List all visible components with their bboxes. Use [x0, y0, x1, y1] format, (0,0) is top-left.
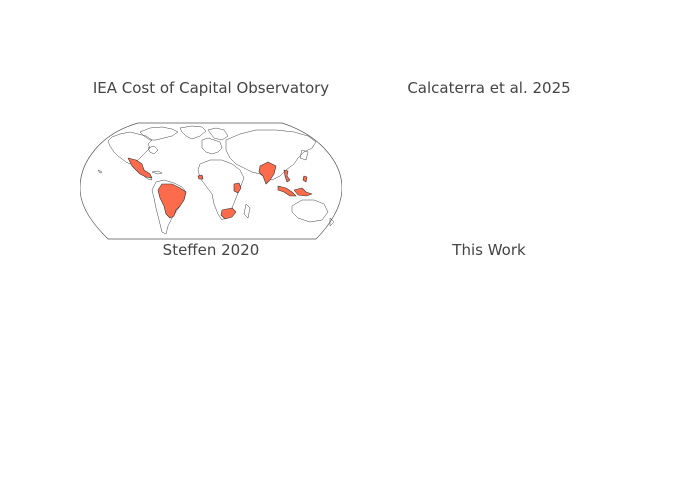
country-brazil	[157, 183, 187, 219]
country-india	[258, 161, 277, 185]
world-map-iea	[80, 122, 342, 240]
country-mexico	[127, 157, 153, 179]
panel-title-iea: IEA Cost of Capital Observatory	[92, 79, 330, 97]
map-frame	[80, 122, 342, 240]
country-vietnam	[283, 169, 291, 183]
panel-title-steffen: Steffen 2020	[162, 241, 260, 259]
country-philippines	[302, 175, 308, 183]
country-south-africa	[220, 207, 237, 220]
country-senegal	[197, 174, 204, 180]
country-indonesia-east	[293, 187, 313, 197]
panel-title-this-work: This Work	[452, 241, 526, 259]
country-kenya	[233, 182, 242, 194]
panel-title-calcaterra: Calcaterra et al. 2025	[407, 79, 571, 97]
country-outlines	[97, 125, 335, 235]
country-indonesia	[277, 185, 297, 197]
